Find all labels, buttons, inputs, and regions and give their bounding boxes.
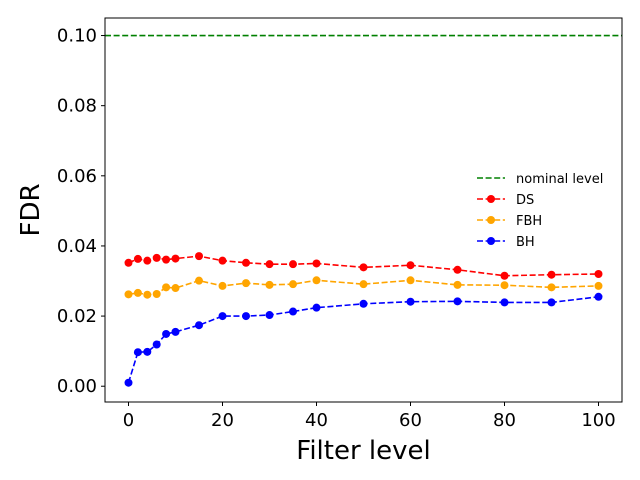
y-tick-label: 0.02 — [57, 306, 97, 327]
data-point-bh — [312, 303, 321, 312]
data-point-ds — [289, 260, 297, 269]
data-point-bh — [195, 321, 203, 330]
legend-item-ds: DS — [477, 193, 534, 208]
x-tick-label: 80 — [493, 410, 516, 431]
data-point-fbh — [242, 279, 250, 288]
x-tick-label: 100 — [581, 410, 615, 431]
data-point-fbh — [594, 281, 603, 290]
legend-label: FBH — [516, 214, 542, 229]
data-point-fbh — [453, 280, 462, 289]
data-point-fbh — [124, 290, 133, 299]
legend-item-fbh: FBH — [477, 214, 542, 229]
legend-label: nominal level — [516, 172, 603, 187]
series-line-bh — [127, 295, 599, 383]
data-point-bh — [162, 329, 171, 338]
legend-label: BH — [516, 235, 535, 250]
data-point-ds — [152, 253, 161, 262]
data-point-ds — [143, 256, 152, 265]
data-point-bh — [289, 307, 297, 316]
data-point-fbh — [547, 283, 556, 292]
data-point-bh — [265, 311, 274, 320]
x-tick-label: 40 — [305, 410, 328, 431]
data-point-bh — [594, 292, 603, 301]
data-point-ds — [242, 258, 250, 267]
legend-item-nominal-level: nominal level — [477, 172, 603, 187]
data-point-bh — [547, 298, 556, 307]
axes-layer — [104, 17, 623, 403]
data-point-ds — [500, 271, 509, 280]
data-point-fbh — [406, 276, 415, 285]
data-point-ds — [312, 259, 321, 268]
data-point-fbh — [312, 276, 321, 285]
legend-swatch-marker — [487, 216, 495, 224]
y-tick-label: 0.08 — [57, 96, 97, 117]
y-tick-label: 0.04 — [57, 236, 97, 257]
data-point-fbh — [289, 280, 297, 289]
data-point-fbh — [152, 289, 161, 298]
data-point-bh — [143, 347, 152, 356]
data-point-ds — [265, 260, 274, 269]
x-tick-label: 20 — [211, 410, 234, 431]
data-point-fbh — [162, 283, 171, 292]
y-tick-label: 0.06 — [57, 166, 97, 187]
data-point-bh — [406, 297, 415, 306]
series-layer — [124, 252, 603, 387]
data-point-bh — [171, 327, 180, 336]
y-tick-label: 0.10 — [57, 26, 97, 47]
data-point-fbh — [500, 281, 509, 290]
data-point-ds — [133, 254, 142, 263]
data-point-bh — [124, 378, 133, 387]
data-point-ds — [547, 270, 556, 279]
legend-swatch-marker — [487, 195, 495, 203]
data-point-ds — [124, 258, 133, 267]
data-point-fbh — [133, 288, 142, 297]
y-tick-label: 0.00 — [57, 376, 97, 397]
data-point-ds — [162, 255, 171, 264]
x-axis-label: Filter level — [296, 436, 430, 466]
data-point-ds — [594, 270, 603, 278]
data-point-fbh — [143, 290, 152, 299]
data-point-fbh — [265, 280, 274, 289]
data-point-fbh — [195, 276, 203, 285]
data-point-ds — [171, 254, 180, 263]
data-point-fbh — [359, 280, 368, 289]
data-point-bh — [242, 312, 250, 321]
data-point-bh — [500, 298, 509, 307]
data-point-fbh — [171, 284, 180, 293]
data-point-ds — [218, 256, 227, 265]
data-point-bh — [359, 299, 368, 308]
data-point-ds — [453, 265, 462, 274]
legend-item-bh: BH — [477, 235, 535, 250]
series-fbh — [124, 276, 603, 299]
axes-frame — [104, 17, 623, 403]
legend: nominal level DS FBH BH — [477, 172, 603, 250]
series-ds — [124, 252, 603, 280]
data-point-ds — [359, 263, 368, 272]
x-tick-label: 0 — [123, 410, 134, 431]
series-bh — [124, 292, 603, 387]
data-point-bh — [133, 348, 142, 357]
plot-area — [105, 18, 622, 402]
x-ticks: 0 20 40 60 80 100 — [123, 402, 616, 431]
data-point-fbh — [218, 281, 227, 290]
data-point-ds — [195, 252, 203, 261]
y-axis-label: FDR — [16, 183, 46, 236]
y-ticks: 0.00 0.02 0.04 0.06 0.08 0.10 — [57, 26, 105, 397]
legend-swatch-marker — [487, 237, 495, 245]
data-point-bh — [152, 340, 161, 349]
x-tick-label: 60 — [399, 410, 422, 431]
data-point-ds — [406, 261, 415, 270]
legend-label: DS — [516, 193, 534, 208]
data-point-bh — [218, 312, 227, 321]
data-point-bh — [453, 297, 462, 306]
